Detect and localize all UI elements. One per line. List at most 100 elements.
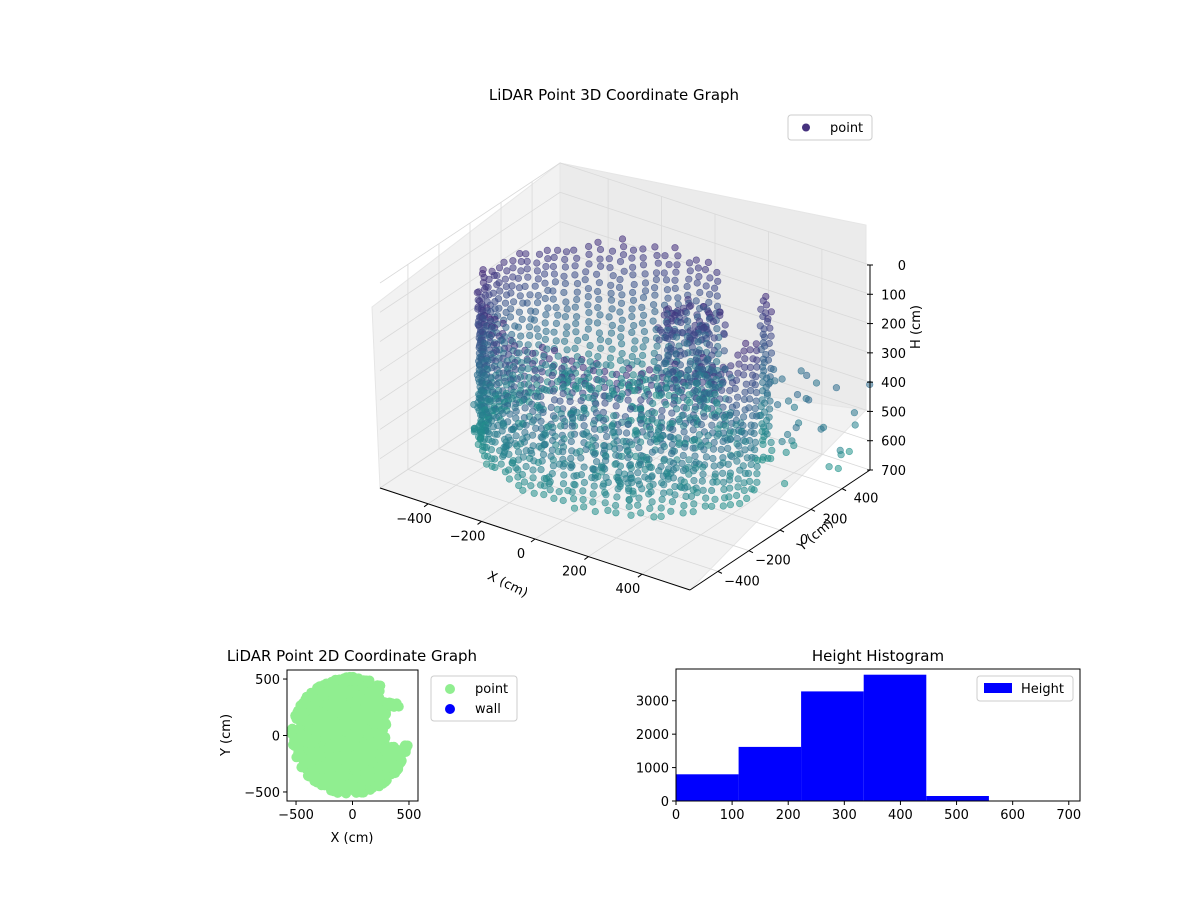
legend-2d: point wall: [430, 675, 518, 722]
point-3d: [605, 395, 613, 403]
point-2d: [363, 714, 374, 725]
point-3d: [560, 356, 568, 364]
point-3d: [626, 405, 635, 413]
point-3d: [641, 336, 650, 344]
point-3d: [653, 251, 661, 260]
point-3d: [693, 279, 701, 287]
point-3d: [690, 477, 698, 485]
point-3d: [601, 399, 609, 407]
point-3d: [639, 343, 647, 351]
point-2d: [295, 703, 306, 714]
point-3d: [495, 264, 504, 272]
point-3d: [655, 392, 664, 400]
point-3d: [503, 267, 511, 275]
point-3d: [750, 429, 758, 438]
point-3d: [549, 462, 558, 470]
y-tick-label-3d: 0: [800, 533, 808, 548]
z-tick-label-3d: 0: [898, 259, 906, 274]
x-tick-label-2d: −500: [278, 808, 314, 823]
y-tick-label-3d: −400: [724, 574, 760, 589]
point-3d: [716, 461, 724, 469]
legend-hist-swatch: [984, 683, 1012, 693]
point-3d: [596, 426, 604, 434]
point-3d: [616, 275, 624, 284]
point-3d: [692, 379, 700, 387]
point-3d: [710, 462, 718, 470]
point-3d: [604, 506, 612, 515]
point-3d: [726, 386, 734, 395]
point-3d: [713, 292, 721, 300]
point-3d: [503, 381, 511, 389]
point-3d: [631, 387, 639, 395]
point-3d: [559, 462, 567, 470]
point-3d: [498, 427, 506, 435]
point-3d: [572, 313, 581, 321]
point-2d: [325, 782, 336, 793]
point-2d: [337, 735, 348, 746]
z-tick-label-3d: 500: [881, 405, 906, 420]
point-3d: [705, 341, 714, 349]
point-3d: [705, 290, 714, 298]
point-3d: [590, 450, 599, 458]
point-3d: [580, 478, 589, 487]
point-3d: [514, 323, 523, 331]
point-3d: [753, 456, 762, 464]
point-3d: [579, 363, 587, 372]
point-3d: [625, 364, 633, 372]
point-3d: [537, 444, 545, 452]
point-3d: [662, 384, 671, 392]
point-3d: [639, 245, 647, 253]
point-3d: [720, 485, 728, 494]
point-3d: [573, 288, 581, 296]
point-3d: [587, 386, 595, 394]
point-3d: [534, 332, 542, 340]
point-3d: [568, 422, 576, 430]
x-tick-label-hist: 600: [1000, 808, 1025, 823]
point-3d: [716, 311, 724, 320]
point-3d: [529, 407, 537, 416]
point-3d: [741, 438, 750, 446]
point-3d: [571, 344, 579, 353]
point-3d: [506, 313, 515, 321]
ticks-2d: −500 0 500 −500 0 500: [244, 673, 421, 823]
point-2d: [341, 708, 352, 719]
point-3d: [526, 291, 534, 299]
point-3d: [658, 407, 666, 415]
point-2d: [348, 750, 359, 761]
y-tick-label-2d: 500: [255, 673, 280, 688]
point-3d: [599, 416, 608, 425]
point-3d: [720, 494, 729, 502]
point-2d: [357, 681, 368, 692]
point-3d: [743, 494, 751, 503]
point-3d: [647, 463, 655, 472]
point-3d: [639, 254, 647, 262]
point-3d: [542, 263, 550, 271]
point-3d: [522, 421, 530, 429]
point-3d: [530, 489, 538, 497]
point-3d: [688, 436, 697, 445]
point-3d: [750, 446, 759, 454]
point-3d: [780, 480, 789, 488]
point-3d: [630, 345, 638, 353]
point-3d: [641, 466, 649, 474]
point-3d: [625, 502, 633, 511]
point-3d: [733, 457, 741, 465]
point-3d: [734, 351, 742, 359]
point-3d: [689, 426, 697, 434]
point-3d: [635, 494, 643, 502]
point-3d: [586, 341, 594, 350]
point-3d: [570, 472, 578, 480]
point-3d: [624, 454, 632, 462]
point-3d: [724, 444, 732, 453]
point-3d: [523, 265, 531, 273]
point-2d: [310, 771, 321, 782]
point-3d: [752, 397, 760, 405]
point-3d: [570, 504, 579, 512]
point-2d: [388, 741, 399, 752]
point-2d: [356, 746, 367, 757]
point-3d: [741, 469, 749, 478]
point-3d: [580, 422, 588, 430]
point-3d: [713, 400, 721, 408]
point-3d: [546, 486, 554, 494]
point-3d: [600, 383, 609, 392]
